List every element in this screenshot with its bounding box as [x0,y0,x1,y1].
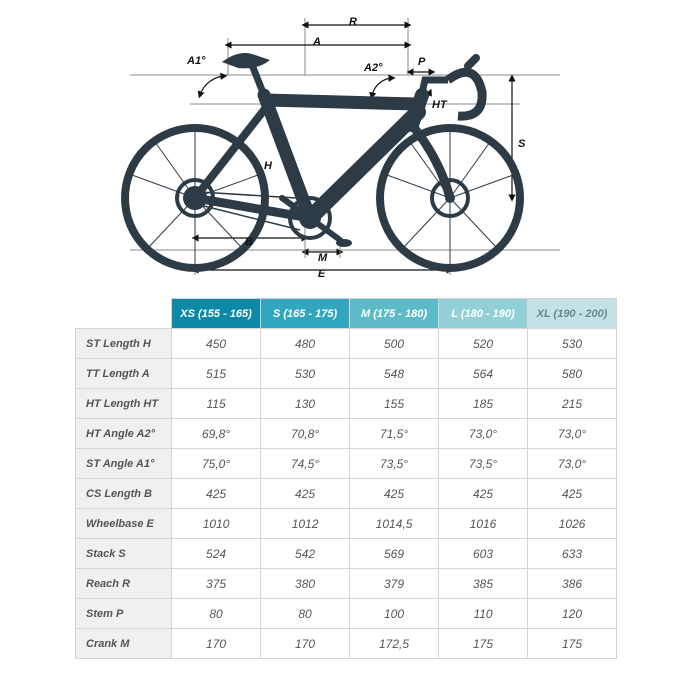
bike-svg [0,0,675,290]
cell: 115 [172,389,261,419]
table-row: HT Angle A2°69,8°70,8°71,5°73,0°73,0° [76,419,617,449]
table-row: Reach R375380379385386 [76,569,617,599]
cell: 425 [439,479,528,509]
col-0: XS (155 - 165) [172,299,261,329]
col-2: M (175 - 180) [350,299,439,329]
dim-label-a2: A2° [364,62,382,74]
cell: 175 [528,629,617,659]
geometry-table: XS (155 - 165)S (165 - 175)M (175 - 180)… [75,298,617,659]
cell: 530 [528,329,617,359]
cell: 120 [528,599,617,629]
cell: 1016 [439,509,528,539]
stub-empty [76,299,172,329]
row-label: ST Length H [76,329,172,359]
cell: 73,0° [439,419,528,449]
cell: 69,8° [172,419,261,449]
cell: 73,0° [528,419,617,449]
cell: 155 [350,389,439,419]
cell: 379 [350,569,439,599]
cell: 130 [261,389,350,419]
table-row: Stack S524542569603633 [76,539,617,569]
dim-label-b: B [245,236,253,248]
cell: 386 [528,569,617,599]
cell: 73,5° [439,449,528,479]
cell: 564 [439,359,528,389]
cell: 425 [261,479,350,509]
dim-label-a: A [313,36,321,48]
row-label: ST Angle A1° [76,449,172,479]
table-row: Crank M170170172,5175175 [76,629,617,659]
row-label: TT Length A [76,359,172,389]
cell: 71,5° [350,419,439,449]
dim-label-s: S [518,138,525,150]
geometry-diagram: R A A1° A2° P HT S H B M E [0,0,675,290]
cell: 110 [439,599,528,629]
cell: 425 [528,479,617,509]
cell: 480 [261,329,350,359]
row-label: Crank M [76,629,172,659]
cell: 375 [172,569,261,599]
cell: 633 [528,539,617,569]
cell: 80 [261,599,350,629]
table-row: Stem P8080100110120 [76,599,617,629]
cell: 425 [350,479,439,509]
table-row: ST Length H450480500520530 [76,329,617,359]
cell: 1012 [261,509,350,539]
header-row: XS (155 - 165)S (165 - 175)M (175 - 180)… [76,299,617,329]
row-label: CS Length B [76,479,172,509]
cell: 1014,5 [350,509,439,539]
cell: 580 [528,359,617,389]
cell: 172,5 [350,629,439,659]
cell: 170 [261,629,350,659]
cell: 70,8° [261,419,350,449]
dim-label-h: H [264,160,272,172]
col-1: S (165 - 175) [261,299,350,329]
cell: 175 [439,629,528,659]
row-label: Reach R [76,569,172,599]
col-3: L (180 - 190) [439,299,528,329]
cell: 530 [261,359,350,389]
row-label: HT Length HT [76,389,172,419]
cell: 75,0° [172,449,261,479]
col-4: XL (190 - 200) [528,299,617,329]
cell: 73,0° [528,449,617,479]
table-row: ST Angle A1°75,0°74,5°73,5°73,5°73,0° [76,449,617,479]
cell: 515 [172,359,261,389]
dim-label-m: M [318,252,327,264]
cell: 500 [350,329,439,359]
dim-label-e: E [318,268,325,280]
cell: 524 [172,539,261,569]
dim-label-a1: A1° [187,55,205,67]
table-row: Wheelbase E101010121014,510161026 [76,509,617,539]
table-row: HT Length HT115130155185215 [76,389,617,419]
row-label: Stem P [76,599,172,629]
cell: 548 [350,359,439,389]
table-row: CS Length B425425425425425 [76,479,617,509]
cell: 520 [439,329,528,359]
row-label: Wheelbase E [76,509,172,539]
cell: 425 [172,479,261,509]
row-label: HT Angle A2° [76,419,172,449]
cell: 73,5° [350,449,439,479]
cell: 80 [172,599,261,629]
dim-label-ht: HT [432,99,447,111]
cell: 380 [261,569,350,599]
cell: 215 [528,389,617,419]
sizes-table: XS (155 - 165)S (165 - 175)M (175 - 180)… [75,298,617,659]
table-row: TT Length A515530548564580 [76,359,617,389]
cell: 100 [350,599,439,629]
row-label: Stack S [76,539,172,569]
cell: 74,5° [261,449,350,479]
cell: 603 [439,539,528,569]
cell: 450 [172,329,261,359]
dim-label-r: R [349,16,357,28]
cell: 185 [439,389,528,419]
cell: 569 [350,539,439,569]
cell: 385 [439,569,528,599]
cell: 542 [261,539,350,569]
dim-label-p: P [418,56,425,68]
cell: 170 [172,629,261,659]
cell: 1010 [172,509,261,539]
cell: 1026 [528,509,617,539]
